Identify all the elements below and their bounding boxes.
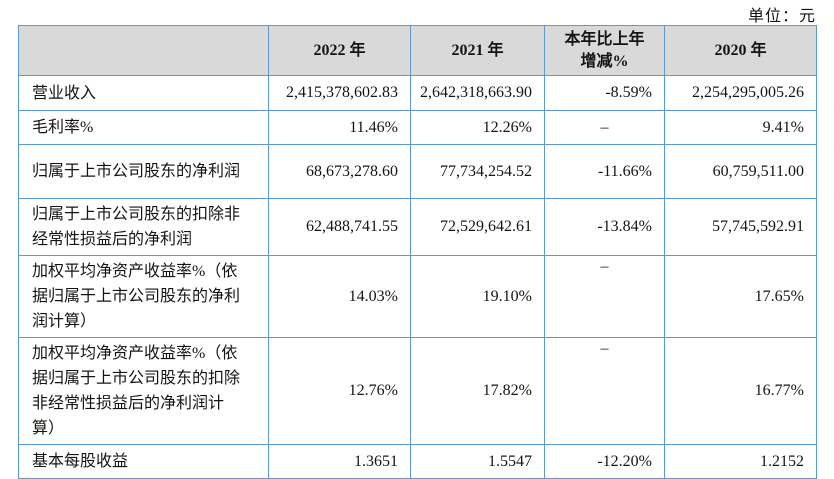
table-row-basic-eps: 基本每股收益 1.3651 1.5547 -12.20% 1.2152 (18, 444, 817, 479)
cell-2021-value: 2,642,318,663.90 (410, 75, 545, 111)
row-label: 归属于上市公司股东的扣除非经常性损益后的净利润 (18, 198, 269, 256)
header-cell-item (18, 25, 269, 76)
cell-2022-value: 11.46% (268, 110, 411, 145)
cell-2021-value: 77,734,254.52 (410, 144, 545, 199)
table-row-net-profit: 归属于上市公司股东的净利润 68,673,278.60 77,734,254.5… (18, 144, 817, 199)
cell-2022-value: 2,415,378,602.83 (268, 75, 411, 111)
row-label: 加权平均净资产收益率%（依据归属于上市公司股东的扣除非经常性损益后的净利润计算） (18, 337, 269, 445)
cell-2021-value: 72,529,642.61 (410, 198, 545, 256)
cell-2021-value: 19.10% (410, 255, 545, 338)
table-header-row: 2022 年 2021 年 本年比上年增减% 2020 年 (18, 25, 817, 76)
header-cell-2021: 2021 年 (410, 25, 545, 76)
cell-change-value: – (544, 110, 665, 145)
cell-change-value: -12.20% (544, 444, 665, 479)
cell-2020-value: 1.2152 (664, 444, 817, 479)
cell-change-value: -13.84% (544, 198, 665, 256)
cell-2021-value: 17.82% (410, 337, 545, 445)
cell-2021-value: 12.26% (410, 110, 545, 145)
cell-2021-value: 1.5547 (410, 444, 545, 479)
cell-2020-value: 17.65% (664, 255, 817, 338)
cell-change-value: – (544, 337, 665, 445)
cell-change-value: – (544, 255, 665, 338)
cell-2020-value: 9.41% (664, 110, 817, 145)
table-row-net-profit-deducted: 归属于上市公司股东的扣除非经常性损益后的净利润 62,488,741.55 72… (18, 198, 817, 256)
cell-change-value: -8.59% (544, 75, 665, 111)
row-label: 归属于上市公司股东的净利润 (18, 144, 269, 199)
table-row-weighted-roe-deducted: 加权平均净资产收益率%（依据归属于上市公司股东的扣除非经常性损益后的净利润计算）… (18, 337, 817, 445)
cell-change-value: -11.66% (544, 144, 665, 199)
table-row-revenue: 营业收入 2,415,378,602.83 2,642,318,663.90 -… (18, 75, 817, 111)
cell-2022-value: 14.03% (268, 255, 411, 338)
cell-2020-value: 60,759,511.00 (664, 144, 817, 199)
row-label: 加权平均净资产收益率%（依据归属于上市公司股东的净利润计算） (18, 255, 269, 338)
table-row-gross-margin: 毛利率% 11.46% 12.26% – 9.41% (18, 110, 817, 145)
cell-2020-value: 16.77% (664, 337, 817, 445)
cell-2020-value: 57,745,592.91 (664, 198, 817, 256)
row-label: 营业收入 (18, 75, 269, 111)
cell-2022-value: 1.3651 (268, 444, 411, 479)
cell-2022-value: 68,673,278.60 (268, 144, 411, 199)
row-label: 毛利率% (18, 110, 269, 145)
row-label: 基本每股收益 (18, 444, 269, 479)
table-row-weighted-roe: 加权平均净资产收益率%（依据归属于上市公司股东的净利润计算） 14.03% 19… (18, 255, 817, 338)
header-cell-change: 本年比上年增减% (544, 25, 665, 76)
cell-2022-value: 12.76% (268, 337, 411, 445)
cell-2022-value: 62,488,741.55 (268, 198, 411, 256)
header-cell-2022: 2022 年 (268, 25, 411, 76)
financial-summary-table: 2022 年 2021 年 本年比上年增减% 2020 年 营业收入 2,415… (18, 25, 817, 479)
header-cell-2020: 2020 年 (664, 25, 817, 76)
cell-2020-value: 2,254,295,005.26 (664, 75, 817, 111)
unit-label: 单位：元 (747, 8, 816, 25)
